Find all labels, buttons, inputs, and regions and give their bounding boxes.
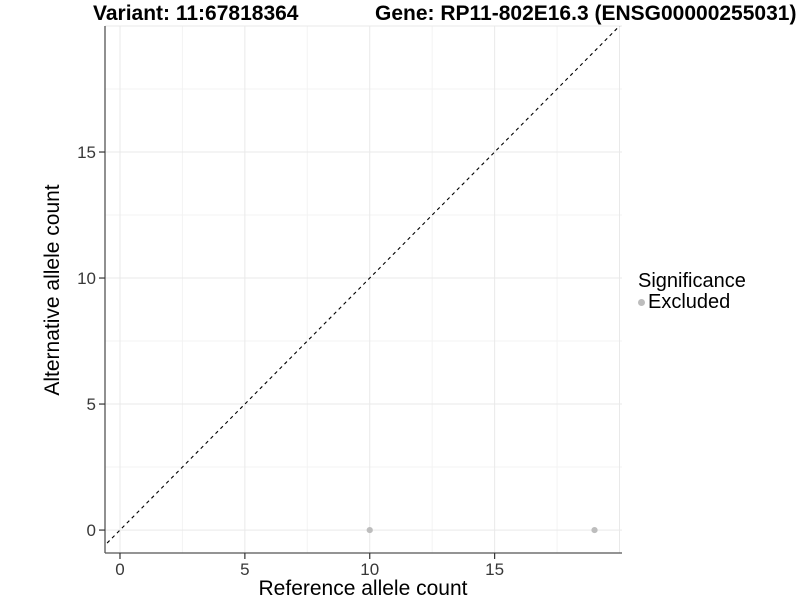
x-tick-label: 15 [485,560,504,579]
x-tick-label: 10 [360,560,379,579]
legend-title: Significance [638,270,746,292]
excluded-point-icon [638,298,645,306]
y-tick-label: 0 [87,521,96,540]
x-tick-label: 0 [115,560,124,579]
y-tick-label: 10 [77,269,96,288]
y-tick-label: 5 [87,395,96,414]
x-tick-label: 5 [240,560,249,579]
legend-entry-label: Excluded [648,291,731,313]
variant-title: Variant: 11:67818364 [93,2,299,25]
y-tick-label: 15 [77,143,96,162]
x-axis-title: Reference allele count [258,577,468,600]
y-axis-title: Alternative allele count [41,184,64,396]
legend-entry-excluded: Excluded [638,292,746,312]
data-point [591,526,598,534]
legend: Significance Excluded [638,271,746,312]
gene-title: Gene: RP11-802E16.3 (ENSG00000255031) [375,2,797,25]
identity-line [105,26,621,546]
data-point [366,526,373,534]
